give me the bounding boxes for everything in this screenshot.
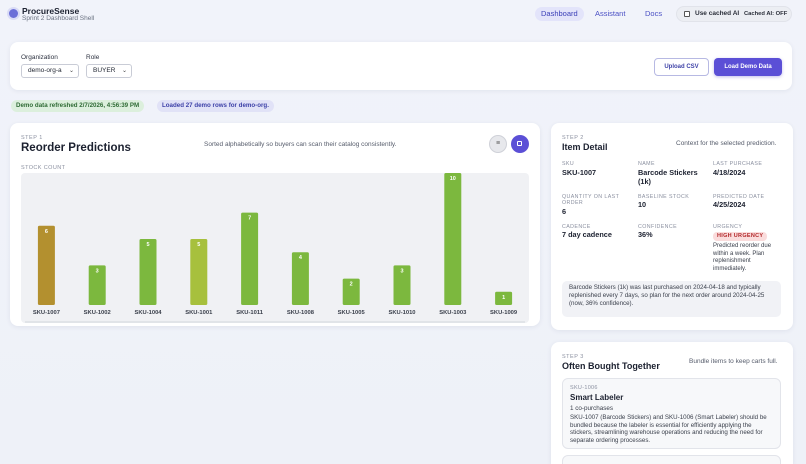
list-view-button[interactable]: ≡ (489, 135, 507, 153)
nav-assistant[interactable]: Assistant (595, 9, 626, 18)
prediction-summary: Barcode Stickers (1k) was last purchased… (562, 281, 781, 317)
card-hint: Sorted alphabetically so buyers can scan… (204, 141, 397, 148)
urgency-badge: HIGH URGENCY (713, 232, 768, 241)
bundle-recommendation[interactable]: SKU-1006 Smart Labeler 1 co-purchases SK… (562, 378, 781, 449)
bar-value-label: 5 (197, 242, 200, 248)
baseline-value: 10 (638, 200, 647, 209)
cadence-value: 7 day cadence (562, 230, 612, 239)
qty-label: QUANTITY ON LAST ORDER (562, 194, 620, 206)
chart-bar[interactable] (241, 212, 259, 305)
bar-value-label: 6 (45, 229, 48, 235)
qty-value: 6 (562, 207, 567, 216)
app-header: ProcureSense Sprint 2 Dashboard Shell Da… (0, 0, 806, 30)
last-purchase-label: LAST PURCHASE (713, 161, 763, 167)
sku-value: SKU-1007 (562, 168, 597, 177)
menu-icon: ≡ (495, 140, 501, 147)
chevron-down-icon: ⌄ (121, 68, 127, 74)
org-select[interactable]: demo-org-a ⌄ (21, 64, 79, 78)
sku-label: SKU (562, 161, 575, 167)
card-title: Reorder Predictions (21, 142, 131, 154)
chart-bar[interactable] (88, 265, 106, 305)
last-purchase-value: 4/18/2024 (713, 168, 746, 177)
x-tick-label: SKU-1001 (185, 310, 213, 316)
chart-bar[interactable] (444, 173, 462, 305)
baseline-label: BASELINE STOCK (638, 194, 690, 200)
app-name: ProcureSense (22, 6, 80, 16)
x-tick-label: SKU-1009 (490, 310, 518, 316)
urgency-label: URGENCY (713, 224, 743, 230)
role-label: Role (86, 54, 100, 61)
rows-loaded-badge: Loaded 27 demo rows for demo-org. (157, 100, 274, 112)
bundle-recommendation[interactable] (562, 455, 781, 464)
chart-bar[interactable] (495, 291, 513, 305)
nav-dashboard[interactable]: Dashboard (535, 7, 584, 21)
cadence-label: CADENCE (562, 224, 591, 230)
card-hint: Context for the selected prediction. (676, 140, 777, 147)
cached-ai-toggle[interactable]: Use cached AI Cached AI: OFF (676, 6, 792, 22)
chart-bar[interactable] (393, 265, 411, 305)
bar-value-label: 3 (96, 268, 99, 274)
cached-ai-checkbox[interactable] (684, 11, 690, 17)
role-select[interactable]: BUYER ⌄ (86, 64, 132, 78)
card-hint: Bundle items to keep carts full. (689, 358, 778, 365)
chart-view-button[interactable] (511, 135, 529, 153)
step-label: STEP 1 (21, 135, 43, 141)
card-title: Item Detail (562, 142, 608, 152)
rec-sku: SKU-1006 (570, 385, 598, 391)
chart-bar[interactable] (190, 239, 208, 305)
x-tick-label: SKU-1003 (439, 310, 467, 316)
rec-name: Smart Labeler (570, 393, 624, 402)
chart-bar[interactable] (139, 239, 157, 305)
cached-ai-status: Cached AI: OFF (744, 10, 788, 17)
rec-reason: SKU-1007 (Barcode Stickers) and SKU-1006… (570, 414, 767, 444)
predicted-date-value: 4/25/2024 (713, 200, 746, 209)
bar-value-label: 3 (400, 268, 403, 274)
often-bought-together-card: STEP 3 Often Bought Together Bundle item… (551, 342, 793, 464)
rec-co-purchase-count: 1 co-purchases (570, 405, 614, 412)
x-tick-label: SKU-1007 (33, 310, 60, 316)
chart-bar[interactable] (37, 225, 55, 305)
reorder-predictions-card: STEP 1 Reorder Predictions Sorted alphab… (10, 123, 540, 326)
urgency-note: Predicted reorder due within a week. Pla… (713, 243, 772, 272)
step-label: STEP 3 (562, 354, 584, 360)
app-subtitle: Sprint 2 Dashboard Shell (22, 15, 95, 22)
name-label: NAME (638, 161, 655, 167)
bar-value-label: 7 (248, 216, 251, 222)
x-tick-label: SKU-1010 (388, 310, 415, 316)
x-tick-label: SKU-1002 (84, 310, 111, 316)
nav-docs[interactable]: Docs (645, 9, 663, 18)
bar-value-label: 4 (299, 255, 303, 261)
name-value: Barcode Stickers (1k) (638, 168, 698, 186)
org-label: Organization (21, 54, 58, 61)
y-axis-label: STOCK COUNT (21, 165, 66, 171)
x-tick-label: SKU-1004 (134, 310, 162, 316)
load-demo-data-button[interactable]: Load Demo Data (714, 58, 782, 76)
item-detail-card: STEP 2 Item Detail Context for the selec… (551, 123, 793, 330)
chart-bar[interactable] (291, 252, 309, 305)
card-title: Often Bought Together (562, 361, 660, 371)
org-select-value: demo-org-a (28, 67, 62, 74)
controls-card: Organization demo-org-a ⌄ Role BUYER ⌄ U… (10, 42, 792, 90)
cached-ai-label: Use cached AI (695, 10, 740, 17)
bar-value-label: 2 (350, 282, 353, 288)
role-select-value: BUYER (93, 67, 116, 74)
x-tick-label: SKU-1005 (338, 310, 366, 316)
upload-csv-button[interactable]: Upload CSV (654, 58, 709, 76)
stock-count-chart: 6 SKU-1007 3 SKU-1002 5 SKU-1004 5 SKU-1001 7 SKU… (21, 173, 529, 323)
square-icon (517, 141, 522, 146)
x-tick-label: SKU-1011 (236, 310, 264, 316)
bar-value-label: 5 (146, 242, 149, 248)
bar-value-label: 1 (502, 295, 505, 301)
step-label: STEP 2 (562, 135, 584, 141)
chevron-down-icon: ⌄ (68, 68, 74, 74)
confidence-value: 36% (638, 230, 653, 239)
chart-bar[interactable] (342, 278, 360, 305)
x-tick-label: SKU-1008 (287, 310, 315, 316)
brand-logo-icon (9, 9, 18, 18)
bar-value-label: 10 (450, 176, 456, 182)
refresh-status-badge: Demo data refreshed 2/7/2026, 4:56:39 PM (11, 100, 145, 112)
confidence-label: CONFIDENCE (638, 224, 678, 230)
predicted-date-label: PREDICTED DATE (713, 194, 765, 200)
